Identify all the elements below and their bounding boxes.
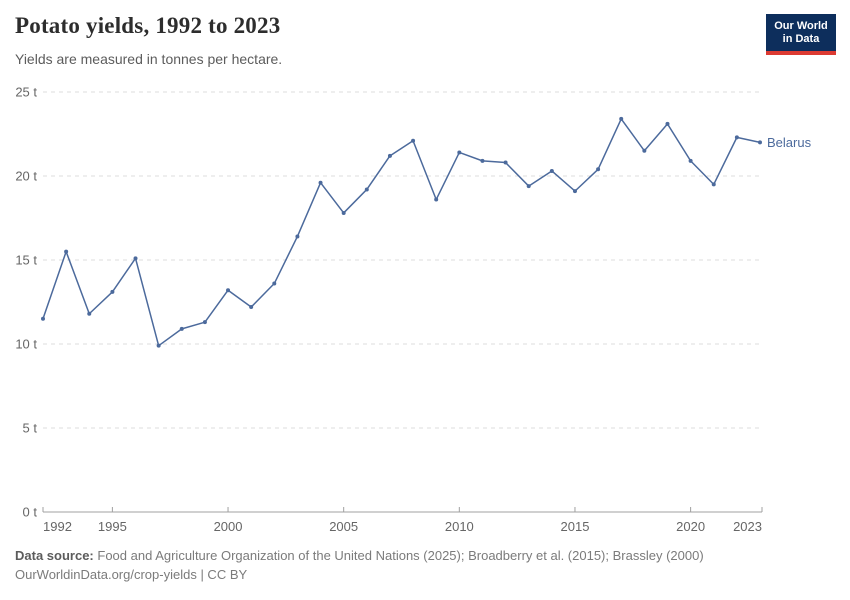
data-point-marker <box>295 234 300 239</box>
data-point-marker <box>249 305 254 310</box>
data-point-marker <box>572 189 577 194</box>
data-point-marker <box>688 158 693 163</box>
x-tick-label: 2023 <box>733 519 762 534</box>
series-label-belarus[interactable]: Belarus <box>767 135 812 150</box>
data-point-marker <box>480 158 485 163</box>
x-tick-label: 2000 <box>214 519 243 534</box>
data-point-marker <box>503 160 508 165</box>
chart-footer: Data source: Food and Agriculture Organi… <box>15 546 704 584</box>
data-point-marker <box>642 148 647 153</box>
data-source-line: Data source: Food and Agriculture Organi… <box>15 546 704 565</box>
data-point-marker <box>549 168 554 173</box>
belarus-line-series[interactable] <box>42 118 761 347</box>
data-point-marker <box>64 249 69 254</box>
data-point-marker <box>202 320 207 325</box>
data-point-marker <box>711 182 716 187</box>
data-point-marker <box>318 180 323 185</box>
x-tick-label: 2015 <box>561 519 590 534</box>
data-point-marker <box>619 116 624 121</box>
data-point-marker <box>758 140 762 145</box>
chart-title: Potato yields, 1992 to 2023 <box>15 13 281 38</box>
data-point-marker <box>156 343 161 348</box>
chart-subtitle: Yields are measured in tonnes per hectar… <box>15 51 283 67</box>
y-tick-label: 25 t <box>15 85 37 100</box>
data-point-marker <box>596 167 601 172</box>
data-point-marker <box>387 153 392 158</box>
y-tick-label: 15 t <box>15 253 37 268</box>
data-point-marker <box>526 184 531 189</box>
data-source-text: Food and Agriculture Organization of the… <box>97 548 704 563</box>
y-tick-label: 20 t <box>15 169 37 184</box>
x-tick-label: 2020 <box>676 519 705 534</box>
data-point-marker <box>457 150 462 155</box>
data-point-marker <box>665 121 670 126</box>
x-tick-label: 1995 <box>98 519 127 534</box>
license-line: OurWorldinData.org/crop-yields | CC BY <box>15 567 248 582</box>
data-point-marker <box>133 256 138 261</box>
data-source-label: Data source: <box>15 548 94 563</box>
line-chart-canvas[interactable]: 0 t 5 t 10 t 15 t 20 t 25 t 1992 1995 2000 2005 20… <box>0 0 850 545</box>
owid-logo-line1: Our World <box>774 20 828 32</box>
y-tick-label: 5 t <box>23 421 38 436</box>
data-point-marker <box>87 311 92 316</box>
data-point-marker <box>411 138 416 143</box>
y-tick-label: 10 t <box>15 337 37 352</box>
y-tick-label: 0 t <box>23 505 38 520</box>
owid-logo-line2: in Data <box>782 33 820 45</box>
data-point-marker <box>364 187 369 192</box>
data-point-marker <box>110 289 115 294</box>
x-tick-label: 2010 <box>445 519 474 534</box>
data-point-marker <box>434 197 439 202</box>
x-tick-label: 1992 <box>43 519 72 534</box>
x-tick-label: 2005 <box>329 519 358 534</box>
owid-logo[interactable]: Our World in Data <box>766 14 836 51</box>
data-point-marker <box>341 210 346 215</box>
data-point-marker <box>41 316 45 321</box>
owid-logo-red-bar <box>766 51 836 55</box>
data-point-marker <box>226 288 231 293</box>
data-point-marker <box>734 135 739 140</box>
data-point-marker <box>272 281 277 286</box>
data-point-marker <box>179 326 184 331</box>
